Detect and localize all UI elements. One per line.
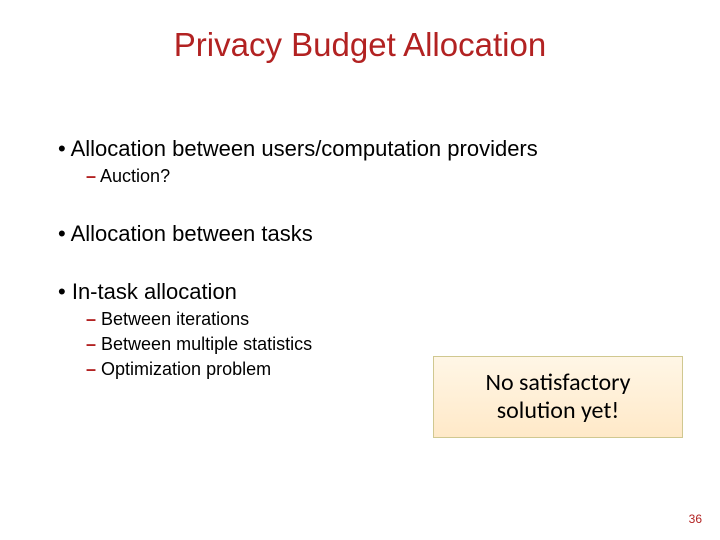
bullet-marker: – xyxy=(86,166,96,186)
bullet-lvl1: • Allocation between users/computation p… xyxy=(58,136,668,162)
slide-title: Privacy Budget Allocation xyxy=(0,26,720,64)
bullet-lvl1: • Allocation between tasks xyxy=(58,221,668,247)
bullet-marker: • xyxy=(58,279,66,304)
bullet-text: In-task allocation xyxy=(72,279,237,304)
bullet-text: Between multiple statistics xyxy=(101,334,312,354)
slide: Privacy Budget Allocation • Allocation b… xyxy=(0,0,720,540)
bullet-lvl2: – Auction? xyxy=(86,166,668,187)
spacer xyxy=(58,251,668,279)
bullet-marker: – xyxy=(86,359,96,379)
bullet-list: • Allocation between users/computation p… xyxy=(58,136,668,384)
bullet-marker: – xyxy=(86,309,96,329)
bullet-marker: – xyxy=(86,334,96,354)
bullet-text: Allocation between tasks xyxy=(71,221,313,246)
bullet-marker: • xyxy=(58,221,66,246)
bullet-marker: • xyxy=(58,136,66,161)
page-number: 36 xyxy=(689,512,702,526)
bullet-lvl1: • In-task allocation xyxy=(58,279,668,305)
bullet-text: Allocation between users/computation pro… xyxy=(71,136,538,161)
bullet-text: Auction? xyxy=(100,166,170,186)
bullet-lvl2: – Between iterations xyxy=(86,309,668,330)
bullet-text: Between iterations xyxy=(101,309,249,329)
callout-line-1: No satisfactory xyxy=(485,369,630,397)
bullet-text: Optimization problem xyxy=(101,359,271,379)
bullet-lvl2: – Between multiple statistics xyxy=(86,334,668,355)
callout-box: No satisfactory solution yet! xyxy=(433,356,683,438)
spacer xyxy=(58,191,668,221)
callout-line-2: solution yet! xyxy=(497,397,619,425)
